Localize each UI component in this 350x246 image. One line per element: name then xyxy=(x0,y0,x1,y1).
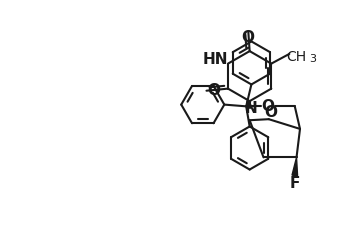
Text: O: O xyxy=(241,31,254,46)
Text: HN: HN xyxy=(203,52,229,67)
Text: F: F xyxy=(289,176,300,191)
Polygon shape xyxy=(292,157,298,176)
Text: O: O xyxy=(207,83,220,98)
Text: 3: 3 xyxy=(309,54,316,64)
Text: O: O xyxy=(264,106,277,121)
Text: CH: CH xyxy=(286,50,306,64)
Text: O: O xyxy=(261,99,274,114)
Text: N: N xyxy=(244,101,257,116)
